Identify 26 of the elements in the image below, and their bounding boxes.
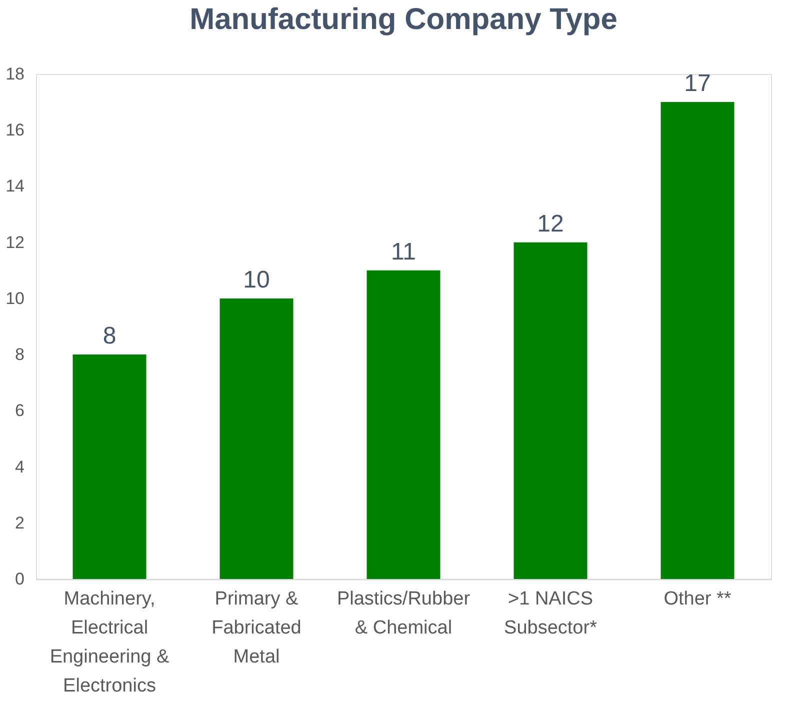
bar bbox=[514, 242, 588, 579]
data-label: 17 bbox=[684, 70, 711, 98]
data-label: 10 bbox=[243, 266, 270, 294]
x-tick-label: Machinery, Electrical Engineering & Electronics bbox=[50, 588, 170, 696]
bar bbox=[366, 270, 440, 579]
y-tick-label: 0 bbox=[15, 570, 24, 588]
x-tick-label: Other ** bbox=[664, 588, 732, 610]
x-tick-label: Plastics/Rubber & Chemical bbox=[336, 588, 471, 638]
bar bbox=[660, 102, 734, 579]
data-label: 12 bbox=[537, 210, 564, 238]
y-tick-label: 6 bbox=[15, 401, 24, 420]
data-label: 8 bbox=[102, 322, 116, 350]
y-tick-label: 18 bbox=[6, 64, 24, 84]
bar bbox=[72, 354, 146, 579]
y-tick-label: 2 bbox=[15, 513, 24, 532]
y-tick-label: 10 bbox=[6, 288, 24, 308]
bar bbox=[220, 298, 294, 579]
x-tick-label: >1 NAICS Subsector* bbox=[504, 588, 598, 638]
x-tick-label: Primary & Fabricated Metal bbox=[212, 588, 302, 668]
y-tick-label: 8 bbox=[15, 345, 24, 364]
y-tick-label: 4 bbox=[15, 457, 24, 476]
y-tick-label: 16 bbox=[6, 120, 24, 140]
chart-title: Manufacturing Company Type bbox=[190, 3, 618, 36]
y-tick-label: 12 bbox=[6, 232, 24, 252]
data-label: 11 bbox=[391, 238, 416, 266]
y-tick-label: 14 bbox=[6, 176, 24, 196]
